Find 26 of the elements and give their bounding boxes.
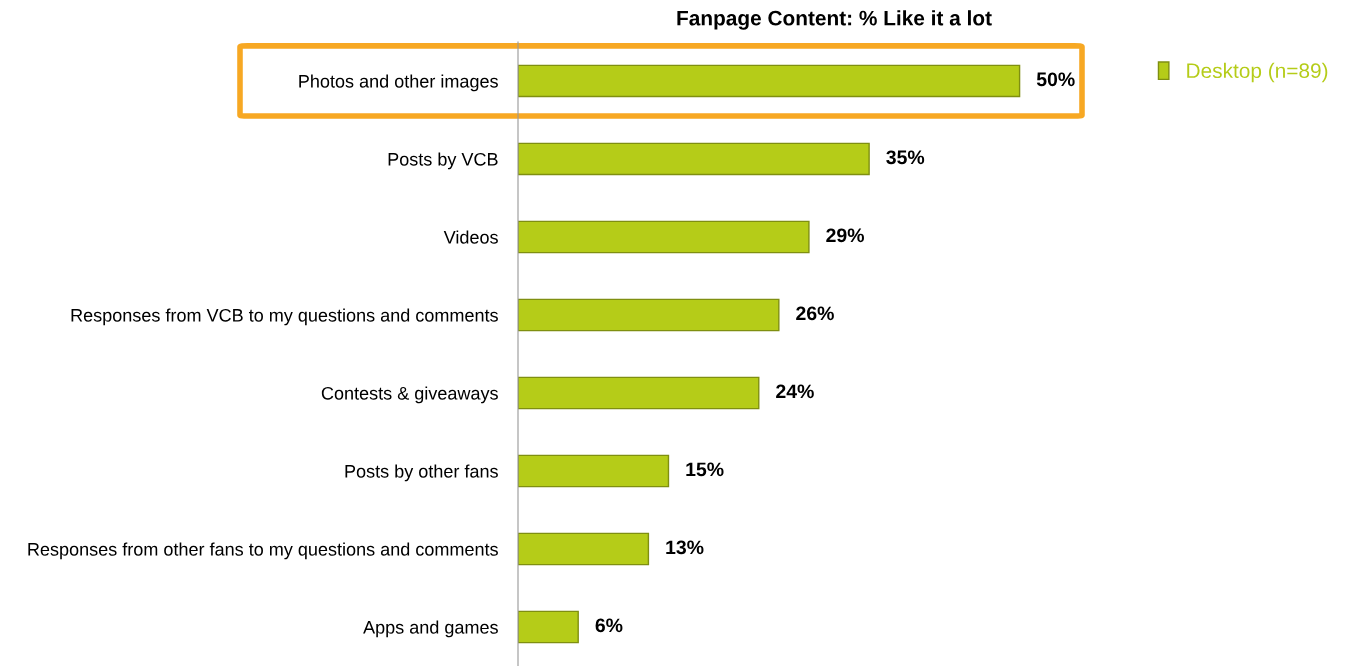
- data-label: 50%: [1036, 72, 1075, 87]
- y-tick-label: Apps and games: [363, 620, 498, 638]
- y-tick-label: Responses from VCB to my questions and comments: [71, 308, 498, 326]
- data-label: 29%: [826, 228, 864, 243]
- bar: [518, 298, 780, 332]
- y-tick-label: Posts by VCB: [388, 152, 498, 170]
- bar: [518, 376, 760, 410]
- y-tick-label: Contests & giveaways: [321, 386, 498, 404]
- data-label: 35%: [886, 150, 925, 165]
- legend-label: Desktop (n=89): [1187, 62, 1328, 83]
- bar: [518, 610, 579, 644]
- bar: [518, 64, 1021, 98]
- bar: [518, 220, 810, 254]
- data-label: 24%: [776, 384, 814, 399]
- y-tick-label: Videos: [443, 230, 498, 244]
- bar: [518, 532, 650, 566]
- data-label: 6%: [595, 618, 623, 633]
- bar: [518, 454, 670, 488]
- chart-title: Fanpage Content: % Like it a lot: [677, 10, 992, 30]
- y-tick-label: Responses from other fans to my questions and comments: [28, 542, 498, 560]
- data-label: 26%: [796, 306, 834, 321]
- bar: [518, 142, 870, 176]
- y-tick-label: Photos and other images: [299, 74, 498, 92]
- y-tick-label: Posts by other fans: [345, 464, 498, 482]
- data-label: 13%: [666, 540, 704, 555]
- data-label: 15%: [686, 462, 724, 477]
